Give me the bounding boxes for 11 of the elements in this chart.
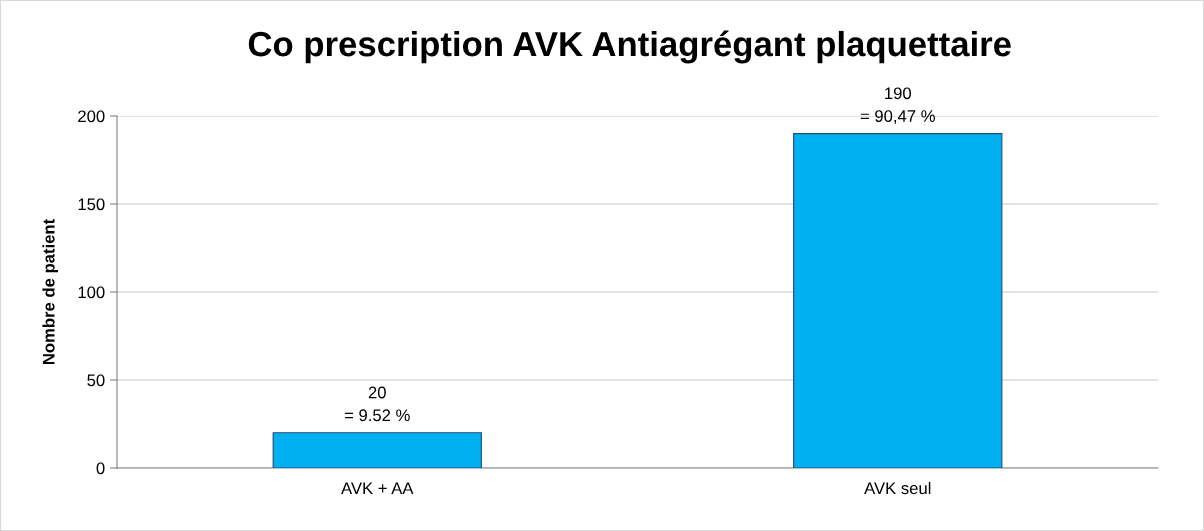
y-tick-label: 50 bbox=[87, 374, 105, 387]
y-tick-label: 0 bbox=[96, 462, 105, 475]
data-label: 20 = 9.52 % bbox=[344, 386, 410, 422]
chart-title: Co prescription AVK Antiagrégant plaquettaire bbox=[248, 30, 1011, 64]
x-tick-label: AVK seul bbox=[864, 481, 931, 495]
y-tick-label: 200 bbox=[78, 110, 105, 123]
y-tick-label: 150 bbox=[78, 198, 105, 211]
y-tick-label: 100 bbox=[78, 286, 105, 299]
data-label: 190 = 90,47 % bbox=[860, 87, 935, 124]
y-axis-title: Nombre de patient bbox=[42, 219, 58, 365]
x-tick-label: AVK + AA bbox=[341, 482, 414, 494]
